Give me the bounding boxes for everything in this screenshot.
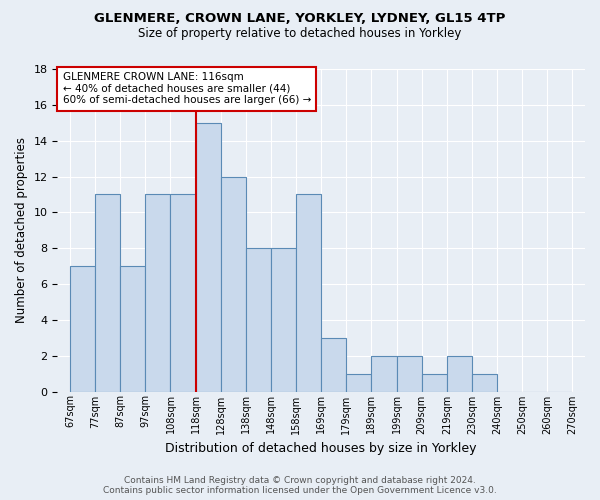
Text: Size of property relative to detached houses in Yorkley: Size of property relative to detached ho…: [139, 28, 461, 40]
Bar: [95, 194, 120, 392]
Bar: [196, 123, 221, 392]
Bar: [246, 248, 271, 392]
Bar: [221, 176, 246, 392]
Bar: [271, 248, 296, 392]
Text: GLENMERE CROWN LANE: 116sqm
← 40% of detached houses are smaller (44)
60% of sem: GLENMERE CROWN LANE: 116sqm ← 40% of det…: [62, 72, 311, 106]
Bar: [145, 194, 170, 392]
Bar: [472, 374, 497, 392]
Bar: [296, 194, 321, 392]
Bar: [70, 266, 95, 392]
Bar: [321, 338, 346, 392]
Text: Contains HM Land Registry data © Crown copyright and database right 2024.
Contai: Contains HM Land Registry data © Crown c…: [103, 476, 497, 495]
Bar: [346, 374, 371, 392]
Bar: [371, 356, 397, 392]
Bar: [397, 356, 422, 392]
Bar: [447, 356, 472, 392]
Bar: [120, 266, 145, 392]
Y-axis label: Number of detached properties: Number of detached properties: [15, 138, 28, 324]
Text: GLENMERE, CROWN LANE, YORKLEY, LYDNEY, GL15 4TP: GLENMERE, CROWN LANE, YORKLEY, LYDNEY, G…: [94, 12, 506, 26]
Bar: [422, 374, 447, 392]
X-axis label: Distribution of detached houses by size in Yorkley: Distribution of detached houses by size …: [166, 442, 477, 455]
Bar: [170, 194, 196, 392]
